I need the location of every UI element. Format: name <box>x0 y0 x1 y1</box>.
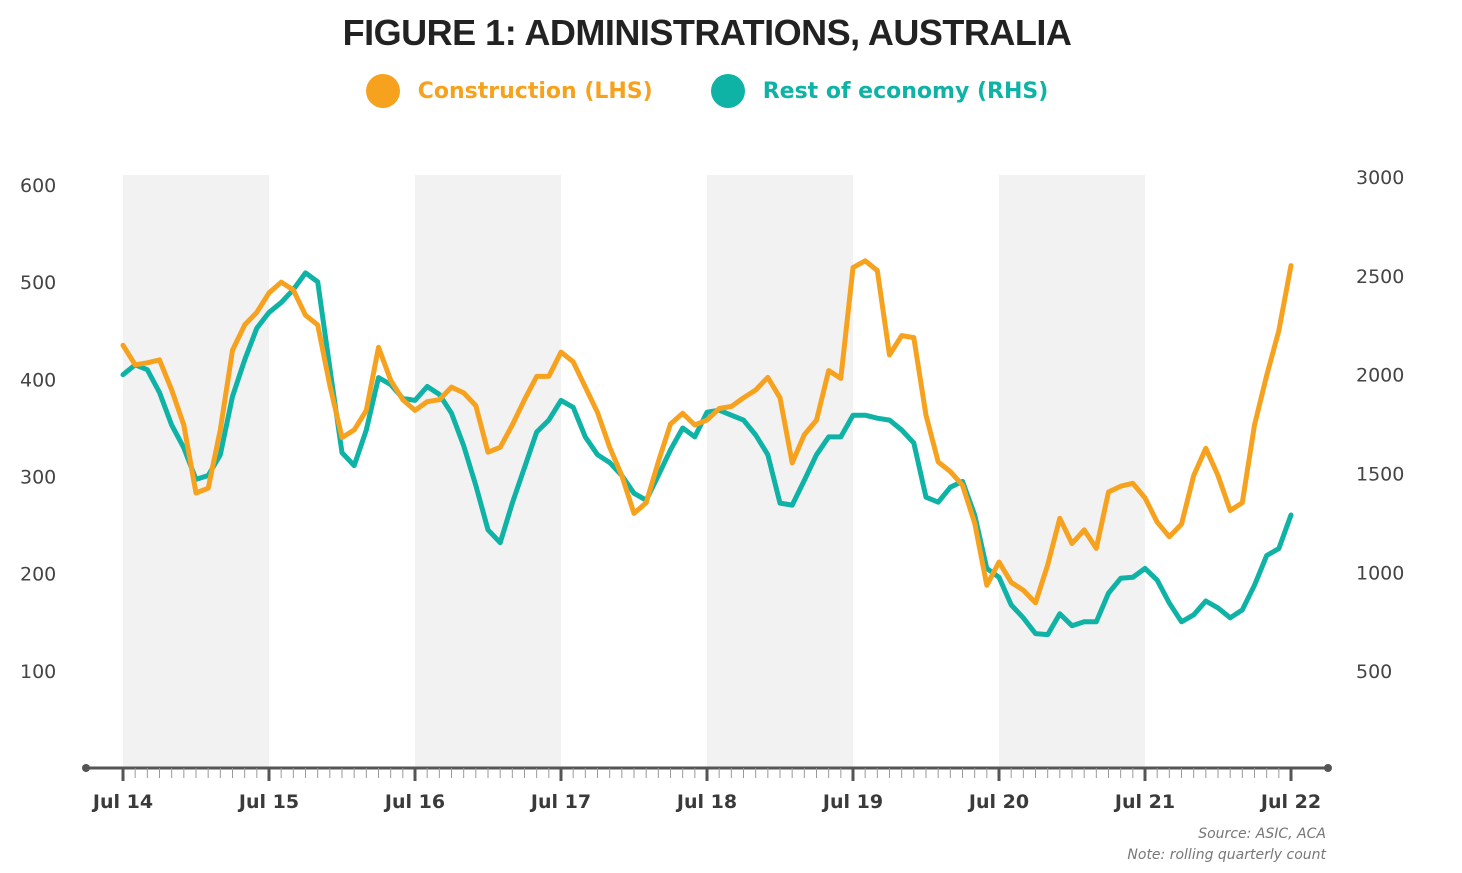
left-tick-label: 100 <box>20 661 56 683</box>
x-tick-label: Jul 19 <box>821 791 883 813</box>
footnote: Note: rolling quarterly count <box>1127 847 1326 863</box>
x-tick-label: Jul 14 <box>91 791 153 813</box>
x-axis-end-dot <box>1324 764 1332 772</box>
legend-item-rest-of-economy: Rest of economy (RHS) <box>710 74 1049 108</box>
right-tick-label: 1000 <box>1356 562 1404 584</box>
x-tick-label: Jul 18 <box>675 791 737 813</box>
left-axis: 100 200 300 400 500 600 <box>20 175 56 683</box>
x-axis: Jul 14 Jul 15 Jul 16 Jul 17 Jul 18 Jul 19 Jul … <box>82 764 1332 813</box>
construction-line <box>120 258 1294 606</box>
x-tick-label: Jul 15 <box>237 791 299 813</box>
legend-label-rest-of-economy: Rest of economy (RHS) <box>762 78 1049 104</box>
right-tick-label: 1500 <box>1356 464 1404 486</box>
left-tick-label: 300 <box>20 467 56 489</box>
left-tick-label: 200 <box>20 564 56 586</box>
x-axis-start-dot <box>82 764 90 772</box>
x-tick-label: Jul 17 <box>529 791 591 813</box>
right-tick-label: 500 <box>1356 661 1392 683</box>
rest-of-economy-line <box>120 270 1294 638</box>
legend: Construction (LHS) Rest of economy (RHS) <box>0 74 1414 108</box>
shaded-band <box>123 175 269 768</box>
source-note: Source: ASIC, ACA <box>1198 826 1326 842</box>
legend-dot-construction <box>365 74 400 108</box>
right-tick-label: 3000 <box>1356 167 1404 189</box>
shaded-periods <box>123 175 1145 768</box>
legend-label-construction: Construction (LHS) <box>417 78 653 104</box>
right-tick-label: 2500 <box>1356 266 1404 288</box>
shaded-band <box>707 175 853 768</box>
right-tick-label: 2000 <box>1356 365 1404 387</box>
series-lines <box>120 258 1294 638</box>
legend-item-construction: Construction (LHS) <box>365 74 653 108</box>
right-axis: 500 1000 1500 2000 2500 3000 <box>1356 167 1404 683</box>
x-tick-label: Jul 21 <box>1113 791 1175 813</box>
left-tick-label: 400 <box>20 369 56 391</box>
x-tick-label: Jul 20 <box>967 791 1029 813</box>
shaded-band <box>415 175 561 768</box>
left-tick-label: 600 <box>20 175 56 197</box>
chart-title: FIGURE 1: ADMINISTRATIONS, AUSTRALIA <box>342 12 1072 53</box>
left-tick-label: 500 <box>20 272 56 294</box>
x-tick-label: Jul 22 <box>1259 791 1321 813</box>
shaded-band <box>999 175 1145 768</box>
x-tick-label: Jul 16 <box>383 791 445 813</box>
legend-dot-rest-of-economy <box>710 74 745 108</box>
